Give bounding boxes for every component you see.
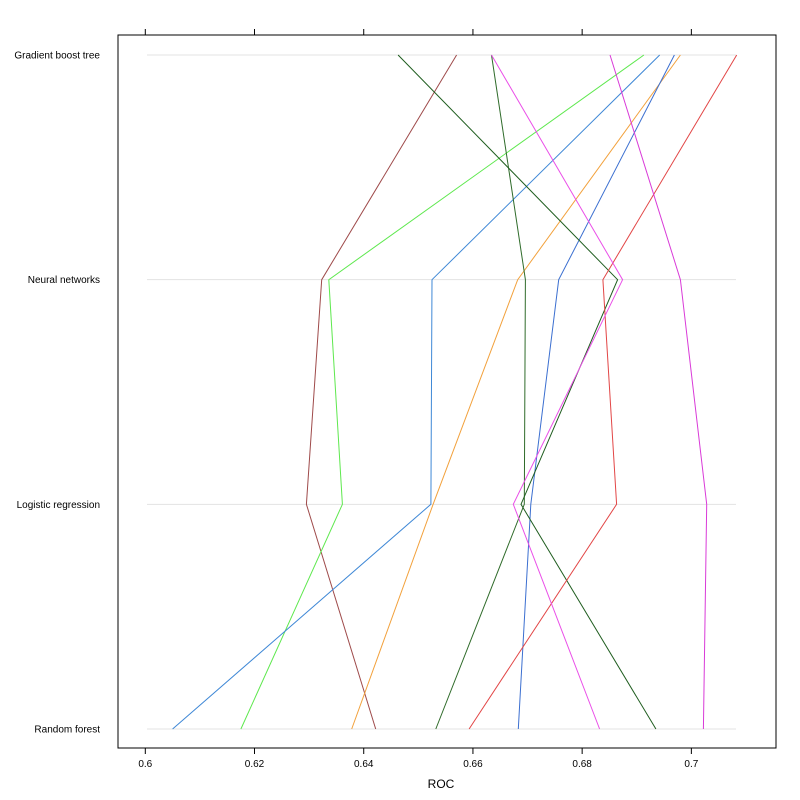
- series-lines: [172, 54, 738, 730]
- category-label: Gradient boost tree: [14, 51, 100, 62]
- series-line-1: [305, 54, 458, 730]
- x-tick-label: 0.6: [138, 759, 152, 770]
- x-tick-label: 0.68: [572, 759, 592, 770]
- bottom-axis: 0.6 0.62 0.64 0.66 0.68 0.7: [138, 748, 699, 770]
- gridlines: [147, 54, 736, 730]
- series-line-10: [609, 54, 708, 730]
- top-axis-ticks: [144, 29, 692, 35]
- x-axis-title: ROC: [428, 777, 455, 791]
- series-line-9: [491, 54, 624, 730]
- x-tick-label: 0.64: [354, 759, 374, 770]
- category-label: Random forest: [34, 725, 100, 736]
- series-line-3: [172, 54, 661, 730]
- category-label: Neural networks: [28, 275, 100, 286]
- x-tick-label: 0.66: [463, 759, 483, 770]
- category-axis: Random forest Logistic regression Neural n…: [14, 51, 100, 736]
- series-line-4: [351, 54, 681, 730]
- plot-panel: [117, 34, 777, 749]
- series-line-2: [240, 54, 645, 730]
- x-tick-label: 0.62: [245, 759, 265, 770]
- series-line-6: [435, 54, 526, 730]
- series-line-5: [517, 54, 675, 730]
- category-label: Logistic regression: [17, 500, 100, 511]
- series-line-8: [468, 54, 738, 730]
- x-tick-label: 0.7: [684, 759, 698, 770]
- series-line-7: [397, 54, 657, 730]
